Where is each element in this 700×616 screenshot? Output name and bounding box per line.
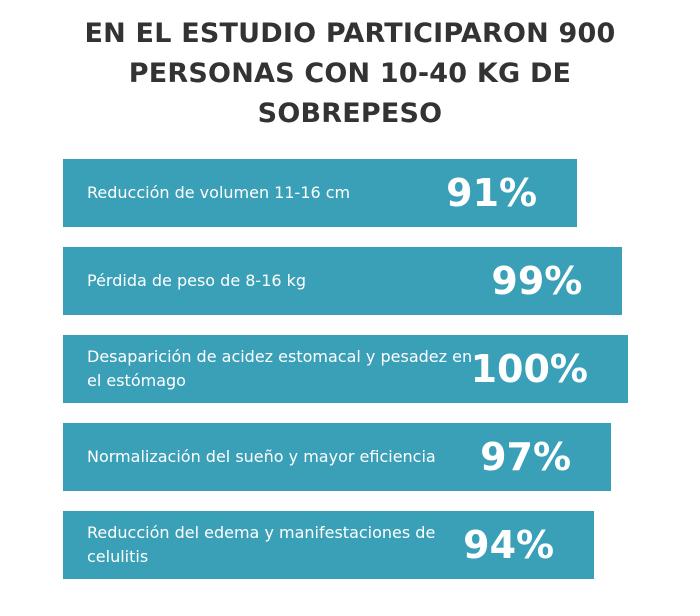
value-label: 99% bbox=[491, 259, 583, 303]
category-label: Reducción de volumen 11-16 cm bbox=[87, 183, 351, 202]
category-label: Normalización del sueño y mayor eficienc… bbox=[87, 447, 436, 466]
bar: Desaparición de acidez estomacal y pesad… bbox=[63, 335, 628, 403]
value-label: 91% bbox=[446, 171, 538, 215]
value-label: 97% bbox=[480, 435, 572, 479]
bar: Reducción de volumen 11-16 cm 91% bbox=[63, 159, 578, 227]
category-label: Desaparición de acidez estomacal y pesad… bbox=[87, 347, 473, 390]
value-label: 100% bbox=[470, 347, 588, 391]
bar: Reducción del edema y manifestaciones de… bbox=[63, 511, 595, 579]
category-label: Reducción del edema y manifestaciones de… bbox=[87, 523, 436, 566]
chart-title: EN EL ESTUDIO PARTICIPARON 900 PERSONAS … bbox=[84, 18, 616, 129]
category-label: Pérdida de peso de 8-16 kg bbox=[87, 271, 307, 290]
value-label: 94% bbox=[463, 523, 555, 567]
bar: Pérdida de peso de 8-16 kg 99% bbox=[63, 247, 623, 315]
bar: Normalización del sueño y mayor eficienc… bbox=[63, 423, 612, 491]
